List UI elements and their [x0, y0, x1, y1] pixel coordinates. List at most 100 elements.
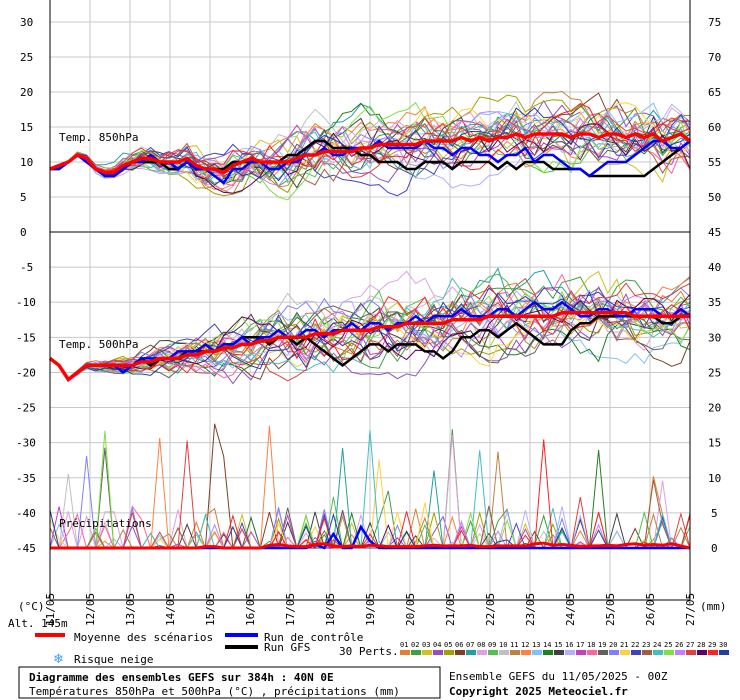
pert-legend-id: 29 — [708, 641, 716, 649]
y-tick-right-top: 55 — [708, 156, 721, 169]
pert-line-850 — [49, 102, 691, 187]
chart-title: Diagramme des ensembles GEFS sur 384h : … — [29, 671, 334, 684]
y-tick-right-top: 75 — [708, 16, 721, 29]
pert-legend-swatch — [554, 650, 564, 655]
pert-line-850 — [49, 114, 691, 197]
pert-legend-id: 24 — [653, 641, 661, 649]
pert-legend-swatch — [400, 650, 410, 655]
pert-legend-id: 12 — [521, 641, 529, 649]
pert-line-500 — [49, 285, 691, 380]
y-tick-left-top: 25 — [20, 51, 33, 64]
y-tick-right-bottom: 40 — [708, 261, 721, 274]
x-tick-label: 26/05 — [644, 593, 657, 626]
x-tick-label: 17/05 — [284, 593, 297, 626]
panel-label-t500: Temp. 500hPa — [59, 338, 138, 351]
pert-line-850 — [49, 102, 691, 201]
pert-legend-id: 05 — [444, 641, 452, 649]
copyright: Copyright 2025 Meteociel.fr — [449, 685, 628, 698]
y-tick-left-bottom: -20 — [16, 366, 36, 379]
y-tick-left-bottom: -25 — [16, 402, 36, 415]
pert-legend-id: 18 — [587, 641, 595, 649]
mean-line-precip — [50, 541, 691, 550]
pert-legend-id: 09 — [488, 641, 496, 649]
panel-label-t850: Temp. 850hPa — [59, 131, 138, 144]
pert-legend-id: 08 — [477, 641, 485, 649]
legend-gfs-label: Run GFS — [264, 641, 310, 654]
x-tick-label: 14/05 — [164, 593, 177, 626]
pert-legend-swatch — [653, 650, 663, 655]
pert-legend-id: 20 — [609, 641, 617, 649]
pert-legend-swatch — [565, 650, 575, 655]
pert-legend-id: 28 — [697, 641, 705, 649]
pert-legend-swatch — [532, 650, 542, 655]
y-tick-right-top: 65 — [708, 86, 721, 99]
pert-legend-id: 01 — [400, 641, 408, 649]
pert-legend-id: 06 — [455, 641, 463, 649]
pert-legend-swatch — [433, 650, 443, 655]
x-tick-label: 25/05 — [604, 593, 617, 626]
x-tick-label: 13/05 — [124, 593, 137, 626]
pert-legend-id: 02 — [411, 641, 419, 649]
pert-legend-swatch — [620, 650, 630, 655]
y-tick-left-bottom: -15 — [16, 331, 36, 344]
y-tick-right-top: 60 — [708, 121, 721, 134]
pert-legend-id: 27 — [686, 641, 694, 649]
y-tick-left-top: 0 — [20, 226, 27, 239]
pert-legend-id: 03 — [422, 641, 430, 649]
x-tick-label: 27/05 — [684, 593, 697, 626]
y-tick-right-bottom: 20 — [708, 402, 721, 415]
y-tick-right-bottom: 15 — [708, 437, 721, 450]
pert-legend-swatch — [455, 650, 465, 655]
pert-legend-swatch — [642, 650, 652, 655]
pert-legend-swatch — [521, 650, 531, 655]
pert-legend-swatch — [411, 650, 421, 655]
pert-legend-id: 13 — [532, 641, 540, 649]
legend-perts-label: 30 Perts. — [339, 645, 399, 658]
axes — [49, 0, 691, 601]
pert-line-850 — [49, 102, 691, 181]
pert-legend-id: 16 — [565, 641, 573, 649]
pert-legend-id: 07 — [466, 641, 474, 649]
pert-legend-swatch — [488, 650, 498, 655]
pert-legend-swatch — [631, 650, 641, 655]
altitude-label: Alt. 145m — [8, 617, 68, 630]
pert-legend-id: 30 — [719, 641, 727, 649]
snow-icon: ❄ — [53, 652, 64, 667]
y-tick-left-top: 15 — [20, 121, 33, 134]
legend-control-swatch — [225, 633, 258, 637]
pert-legend-swatch — [697, 650, 707, 655]
pert-legend-swatch — [422, 650, 432, 655]
mean-line-500 — [48, 311, 690, 383]
legend-snow-label: Risque neige — [74, 653, 153, 666]
panel-label-precip: Précipitations — [59, 517, 152, 530]
pert-line-850 — [49, 94, 691, 197]
x-tick-label: 11/05 — [44, 593, 57, 626]
pert-legend-swatch — [466, 650, 476, 655]
x-tick-label: 19/05 — [364, 593, 377, 626]
pert-legend-swatch — [444, 650, 454, 655]
pert-legend-swatch — [664, 650, 674, 655]
x-tick-label: 12/05 — [84, 593, 97, 626]
title-box — [18, 666, 441, 699]
x-tick-label: 22/05 — [484, 593, 497, 626]
y-tick-left-bottom: -10 — [16, 296, 36, 309]
pert-legend-swatch — [686, 650, 696, 655]
y-tick-left-top: 20 — [20, 86, 33, 99]
legend-mean-label: Moyenne des scénarios — [74, 631, 213, 644]
pert-legend-id: 23 — [642, 641, 650, 649]
pert-legend-id: 11 — [510, 641, 518, 649]
pert-legend-swatch — [587, 650, 597, 655]
pert-legend-swatch — [708, 650, 718, 655]
y-tick-left-top: 10 — [20, 156, 33, 169]
pert-legend-id: 19 — [598, 641, 606, 649]
legend-control-label: Run de contrôle — [264, 631, 363, 644]
legend-mean-swatch — [35, 633, 65, 637]
main-series-lines — [48, 132, 692, 550]
y-tick-right-top: 45 — [708, 226, 721, 239]
right-unit-label: (mm) — [700, 600, 727, 613]
pert-legend-id: 15 — [554, 641, 562, 649]
y-tick-left-top: 5 — [20, 191, 27, 204]
pert-legend-swatch — [576, 650, 586, 655]
